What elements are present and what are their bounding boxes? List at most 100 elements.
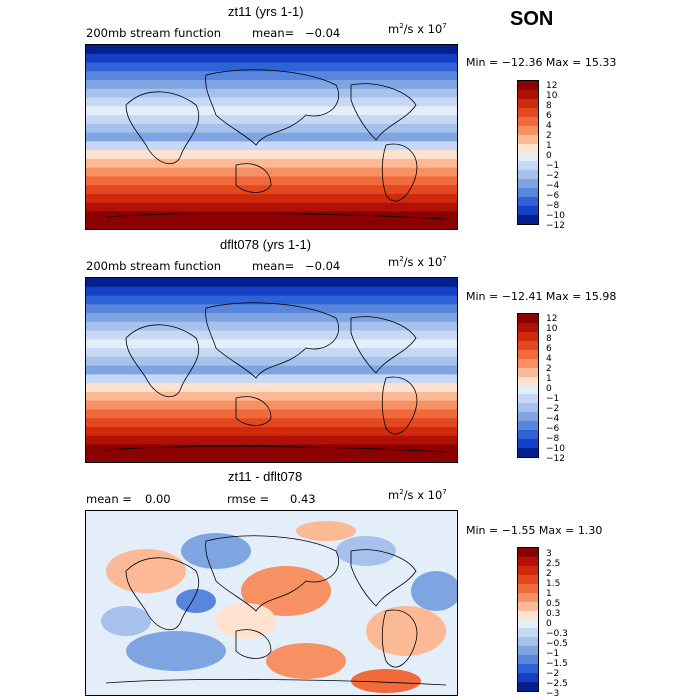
colorbar-swatch (518, 448, 538, 457)
map-band (86, 286, 457, 297)
map-band (86, 348, 457, 358)
colorbar-swatch (518, 610, 538, 620)
colorbar-tick-label: 2 (546, 131, 552, 141)
colorbar-swatch (518, 574, 538, 584)
colorbar-swatch (518, 619, 538, 629)
map-band (86, 374, 457, 385)
panel1-title: zt11 (yrs 1-1) (228, 4, 304, 19)
colorbar-tick-label: 3 (546, 549, 552, 559)
colorbar-tick-label: −10 (546, 211, 565, 221)
map-band (86, 356, 457, 367)
panel1-minmax: Min = −12.36 Max = 15.33 (466, 56, 617, 69)
colorbar-tick-label: −2 (546, 171, 560, 181)
map-band (86, 158, 457, 169)
colorbar-swatch (518, 439, 538, 449)
map-anomaly (181, 533, 251, 569)
map-band (86, 62, 457, 73)
map-band (86, 123, 457, 134)
map-band (86, 150, 457, 160)
colorbar-swatch (518, 170, 538, 180)
colorbar-tick-label: −1.5 (546, 659, 568, 669)
colorbar-swatch (518, 161, 538, 171)
map-anomaly (106, 549, 186, 593)
panel3-rmse-label: rmse = (227, 492, 270, 506)
coastline (105, 302, 447, 453)
map-band (86, 202, 457, 213)
colorbar-tick-label: 2 (546, 569, 552, 579)
panel2-title: dflt078 (yrs 1-1) (220, 237, 312, 252)
panel1-mean-value: −0.04 (305, 26, 341, 40)
colorbar-swatch (518, 403, 538, 413)
colorbar-swatch (518, 116, 538, 126)
map-anomaly (336, 536, 396, 566)
map-anomaly (366, 606, 446, 656)
colorbar-tick-label: −3 (546, 689, 560, 699)
map-anomaly (216, 603, 276, 639)
colorbar-tick-label: 0.3 (546, 609, 561, 619)
panel1-colorbar (517, 80, 539, 225)
panel3-units: m2/s x 107 (388, 488, 447, 502)
panel1-colorbar-labels: 12 10 8 6 4 2 1 0 −1 −2 −4 −6 −8 −10 −12 (546, 81, 565, 231)
colorbar-tick-label: 12 (546, 314, 558, 324)
map-band (86, 391, 457, 402)
colorbar-tick-label: −12 (546, 454, 565, 464)
colorbar-tick-label: −12 (546, 221, 565, 231)
map-field (86, 511, 457, 695)
map-band (86, 304, 457, 315)
colorbar-swatch (518, 430, 538, 440)
colorbar-tick-label: −1 (546, 394, 560, 404)
colorbar-swatch (518, 556, 538, 566)
map-anomaly (411, 571, 457, 611)
colorbar-swatch (518, 322, 538, 332)
panel3-mean-label: mean = (86, 492, 132, 506)
colorbar-tick-label: −1 (546, 161, 560, 171)
map-band (86, 339, 457, 350)
colorbar-tick-label: 8 (546, 101, 552, 111)
map-band (86, 167, 457, 178)
coastline (105, 69, 447, 220)
colorbar-tick-label: −2 (546, 669, 560, 679)
map-band (86, 220, 457, 229)
coastline (105, 535, 447, 686)
map-band (86, 141, 457, 152)
map-band (86, 97, 457, 108)
map-field (86, 45, 457, 229)
season-label: SON (510, 8, 554, 30)
panel1-field-label: 200mb stream function (86, 26, 222, 40)
colorbar-swatch (518, 81, 538, 90)
map-anomaly (126, 631, 226, 671)
colorbar-swatch (518, 548, 538, 557)
colorbar-swatch (518, 394, 538, 404)
colorbar-tick-label: 8 (546, 334, 552, 344)
map-anomaly (296, 521, 356, 541)
colorbar-swatch (518, 421, 538, 431)
map-band (86, 53, 457, 64)
colorbar-tick-label: 4 (546, 354, 552, 364)
colorbar-tick-label: −4 (546, 414, 560, 424)
panel3-map (85, 510, 458, 696)
panel3-mean-value: 0.00 (145, 492, 171, 506)
colorbar-tick-label: −4 (546, 181, 560, 191)
panel3-colorbar-labels: 3 2.5 2 1.5 1 0.5 0.3 0 −0.3 −0.5 −1 −1.5 −2 −2.5 −3 (546, 549, 568, 699)
colorbar-tick-label: 0 (546, 619, 552, 629)
colorbar-tick-label: 10 (546, 324, 558, 334)
colorbar-swatch (518, 367, 538, 377)
map-band (86, 418, 457, 428)
panel2-field-label: 200mb stream function (86, 259, 222, 273)
colorbar-swatch (518, 637, 538, 647)
panel2-colorbar (517, 313, 539, 458)
colorbar-swatch (518, 89, 538, 99)
map-band (86, 321, 457, 332)
panel2-mean-value: −0.04 (305, 259, 341, 273)
map-anomaly (101, 606, 151, 636)
colorbar-swatch (518, 565, 538, 575)
map-band (86, 444, 457, 455)
colorbar-swatch (518, 179, 538, 189)
colorbar-swatch (518, 197, 538, 207)
colorbar-tick-label: −10 (546, 444, 565, 454)
colorbar-swatch (518, 349, 538, 359)
colorbar-swatch (518, 601, 538, 611)
colorbar-tick-label: −0.3 (546, 629, 568, 639)
map-band (86, 426, 457, 437)
panel3-title: zt11 - dflt078 (228, 469, 303, 484)
